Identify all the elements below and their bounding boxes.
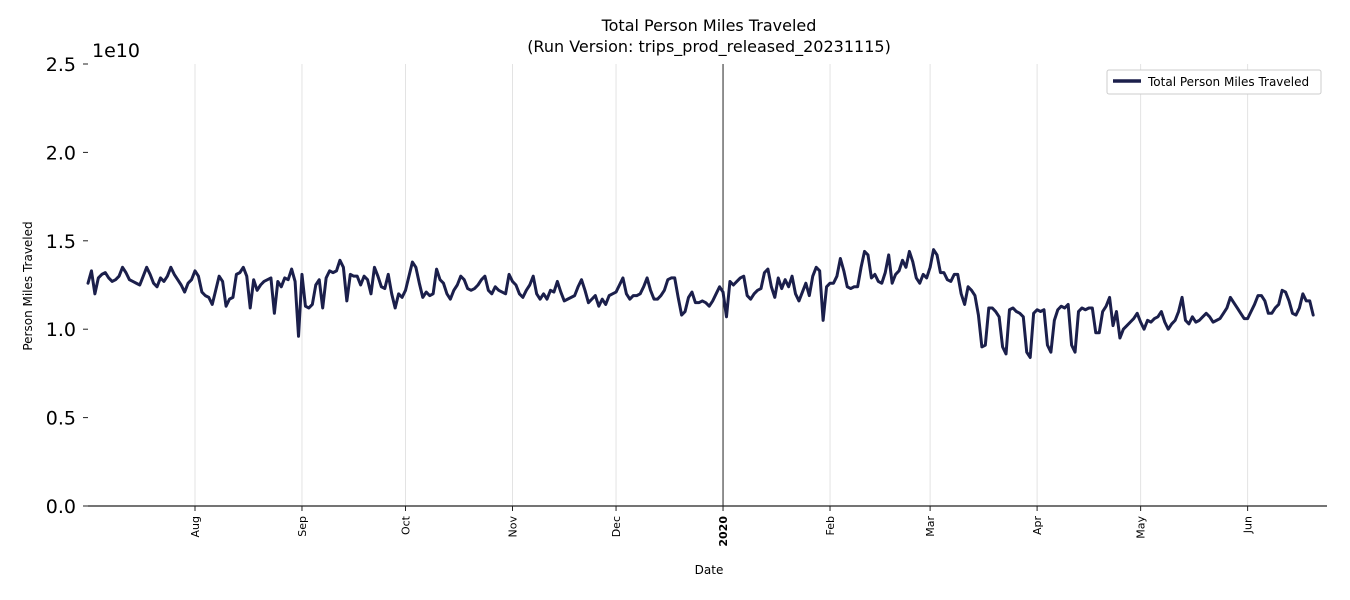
y-offset-label: 1e10 xyxy=(92,40,140,62)
series-line-0 xyxy=(86,248,1315,359)
legend: Total Person Miles Traveled xyxy=(1106,69,1322,95)
x-tick-label: Apr xyxy=(1031,516,1044,536)
legend-box xyxy=(1106,69,1322,95)
series-layer xyxy=(86,248,1315,359)
y-tick-label: 1.0 xyxy=(46,319,76,341)
y-tick-label: 1.5 xyxy=(46,231,76,253)
x-tick-label: May xyxy=(1135,516,1148,539)
x-tick-label: Mar xyxy=(924,516,937,537)
gridlines xyxy=(194,64,1249,506)
chart-title: Total Person Miles Traveled xyxy=(601,16,817,35)
chart-subtitle: (Run Version: trips_prod_released_202311… xyxy=(527,37,891,57)
axes: Aug Sep Oct Nov Dec 2020 Feb Mar Apr May Jun 0.0 0.5… xyxy=(46,54,1327,547)
x-tick-label: 2020 xyxy=(717,516,730,547)
y-tick-label: 0.0 xyxy=(46,496,76,518)
x-tick-label: Sep xyxy=(296,516,309,537)
x-tick-label: Feb xyxy=(824,516,837,535)
y-tick-label: 0.5 xyxy=(46,408,76,430)
y-axis-label: Person Miles Traveled xyxy=(21,221,35,350)
x-axis-label: Date xyxy=(695,563,724,577)
y-tick-label: 2.0 xyxy=(46,142,76,164)
legend-entry: Total Person Miles Traveled xyxy=(1147,75,1309,89)
x-tick-label: Aug xyxy=(189,516,202,537)
x-tick-label: Oct xyxy=(400,515,413,535)
x-tick-label: Dec xyxy=(610,516,623,537)
x-tick-label: Nov xyxy=(507,516,520,538)
x-tick-label: Jun xyxy=(1242,516,1255,534)
y-tick-label: 2.5 xyxy=(46,54,76,76)
